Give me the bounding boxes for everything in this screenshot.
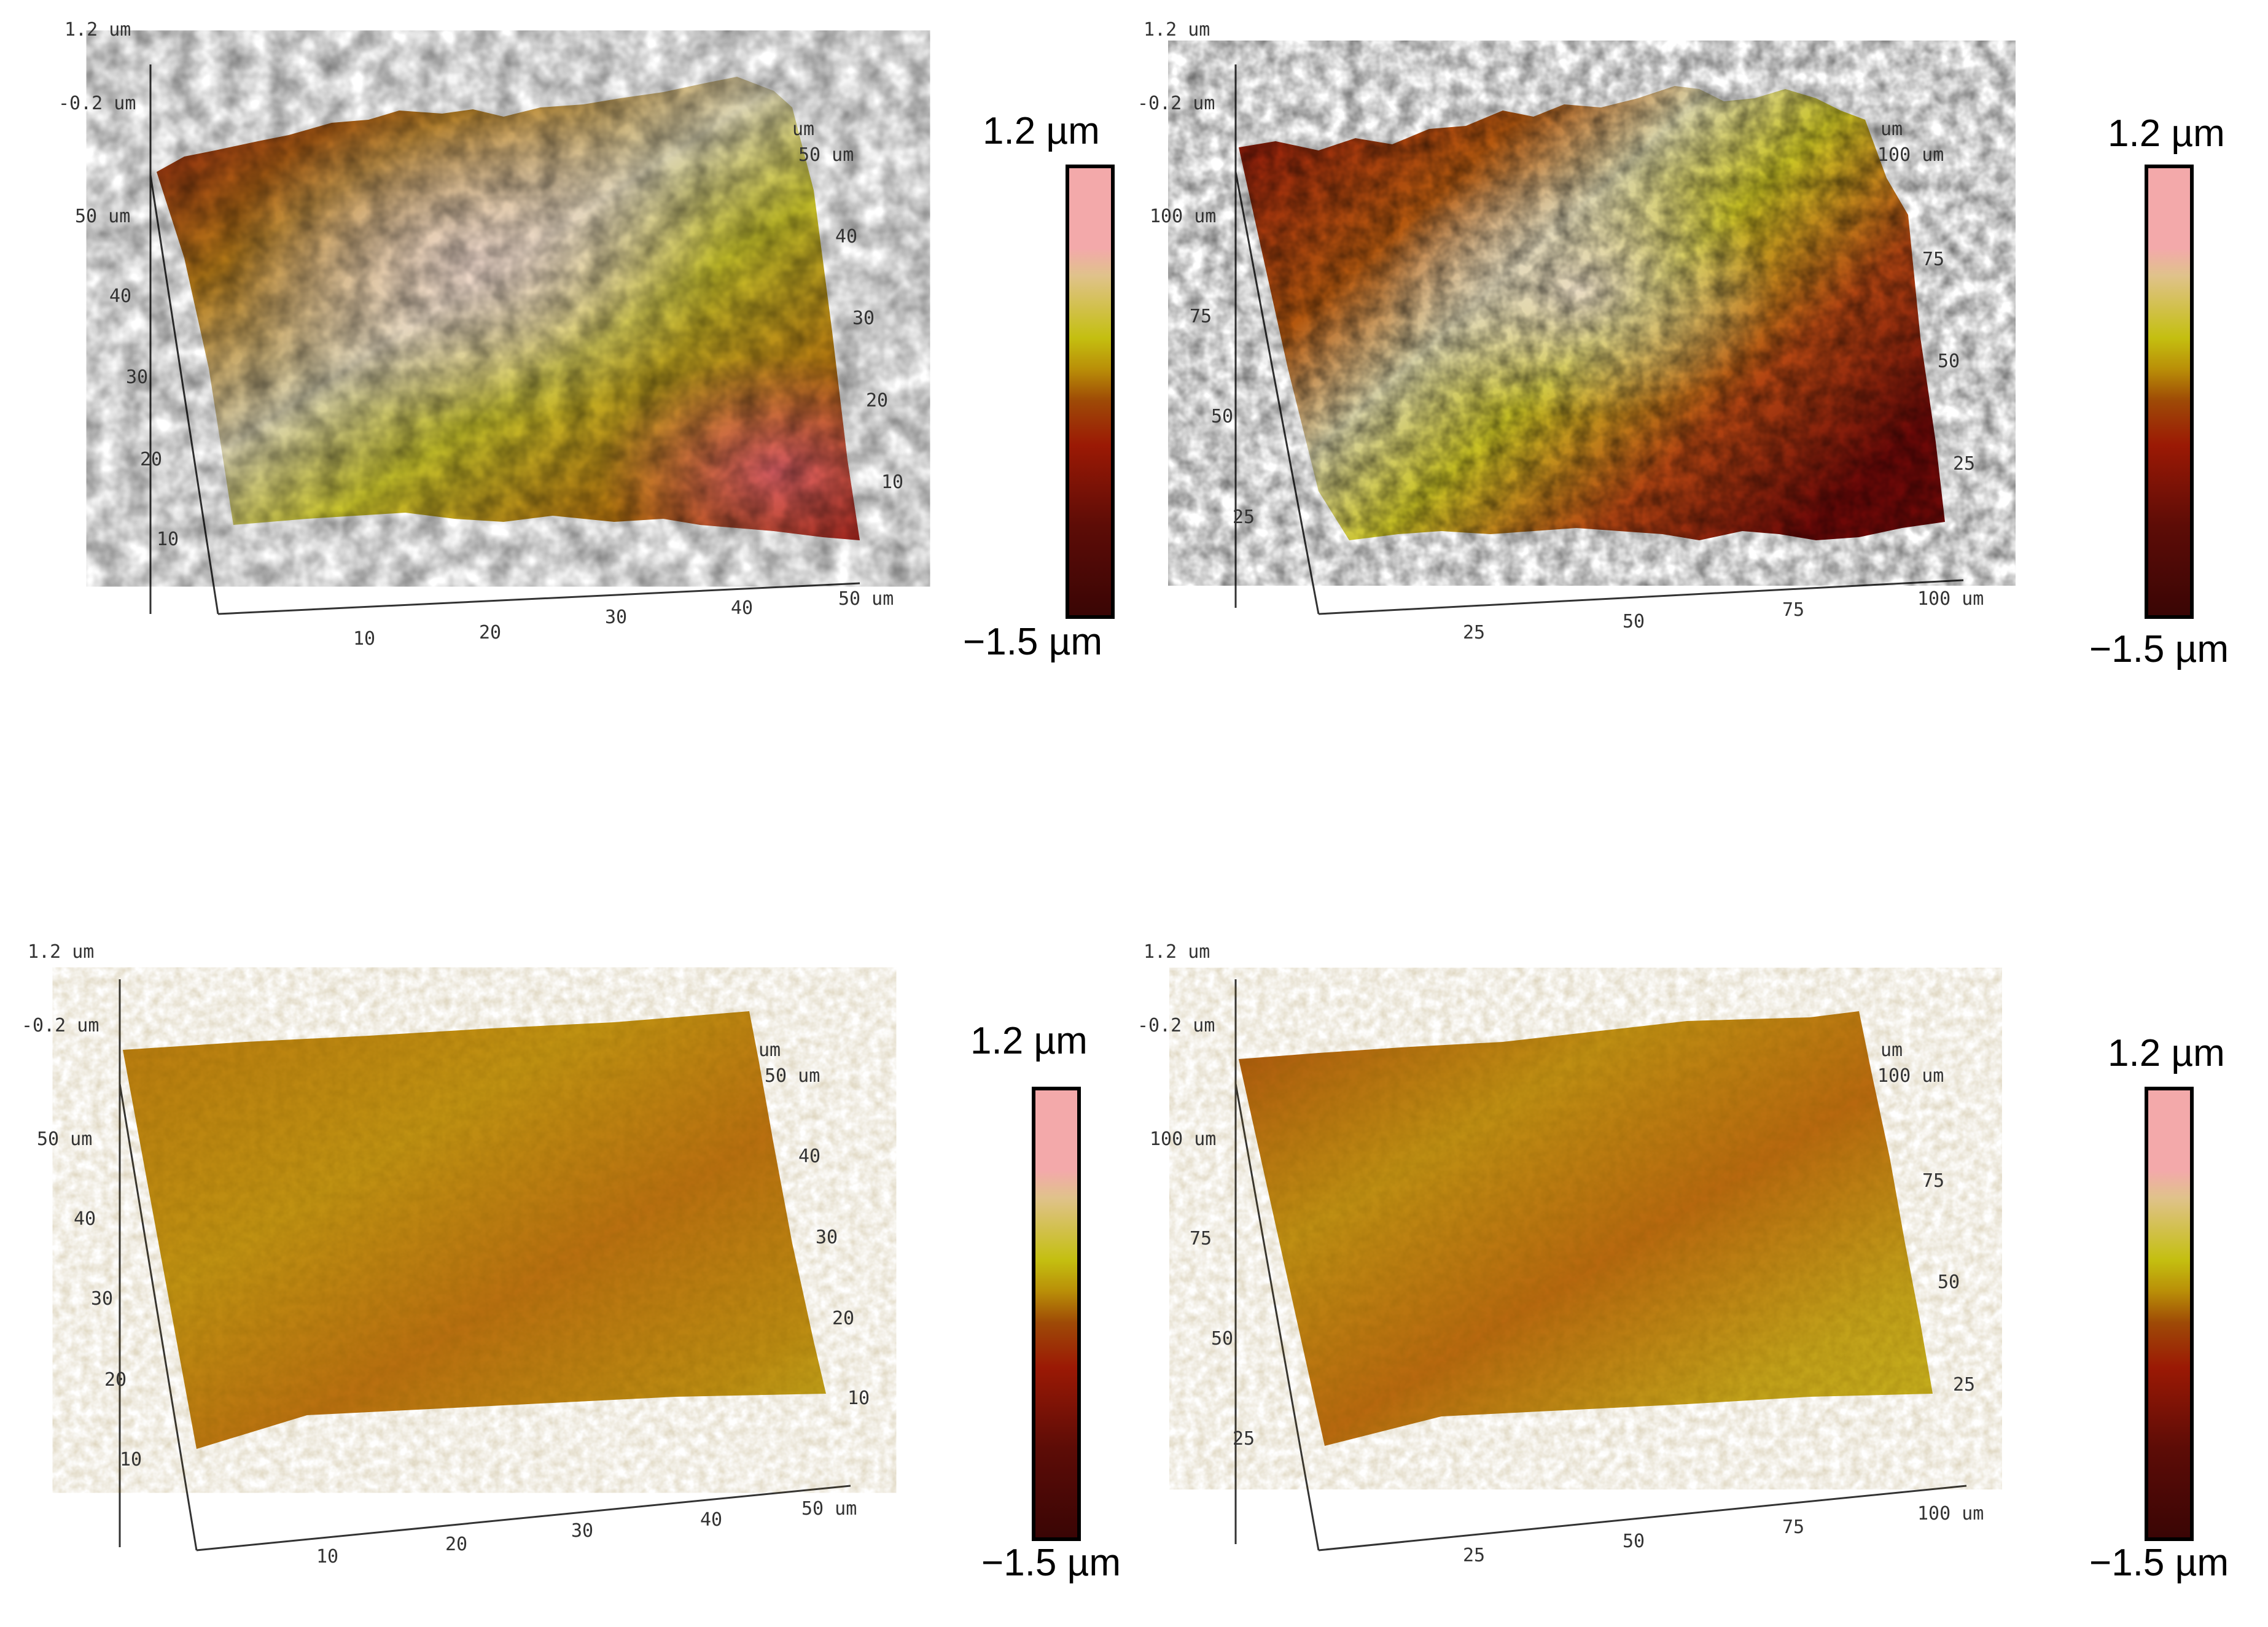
colorbar <box>2145 165 2194 619</box>
x-tick: 30 <box>571 1520 593 1542</box>
colorbar-max-label: 1.2 µm <box>970 1020 1088 1062</box>
right-tick: um <box>792 118 814 140</box>
y-tick: 50 um <box>37 1128 92 1150</box>
z-tick: 1.2 um <box>1144 19 1210 41</box>
x-tick: 20 <box>479 622 501 643</box>
right-tick: um <box>758 1039 781 1061</box>
y-tick: 40 <box>109 285 131 307</box>
z-tick: 1.2 um <box>64 19 131 41</box>
colorbar-min-label: −1.5 µm <box>963 621 1102 663</box>
y-tick: 50 <box>1211 1328 1233 1349</box>
y-tick: 50 <box>1211 406 1233 427</box>
right-tick: 25 <box>1953 453 1975 475</box>
afm-3d-plot: 1.2 um -0.2 um 50 um 40 30 20 10 10 20 3… <box>21 941 870 1567</box>
y-tick: 25 <box>1233 507 1255 528</box>
right-tick: 50 <box>1938 1272 1960 1293</box>
y-tick: 75 <box>1190 1228 1212 1249</box>
colorbar <box>1066 165 1115 619</box>
x-tick: 20 <box>445 1534 467 1555</box>
x-tick: 40 <box>700 1509 722 1531</box>
right-tick: 100 um <box>1877 144 1944 166</box>
right-tick: 50 um <box>765 1065 820 1087</box>
afm-panel-bottom-left: 1.2 um -0.2 um 50 um 40 30 20 10 10 20 3… <box>0 813 1134 1627</box>
x-tick: 50 <box>1623 611 1645 632</box>
z-tick: -0.2 um <box>1137 93 1215 114</box>
x-tick: 50 um <box>801 1498 857 1520</box>
y-tick: 20 <box>104 1369 127 1391</box>
x-tick: 30 <box>605 607 627 628</box>
afm-panel-bottom-right: 1.2 um -0.2 um 100 um 75 50 25 25 50 75 … <box>1134 813 2268 1627</box>
z-tick: -0.2 um <box>21 1015 99 1036</box>
colorbar-min-label: −1.5 µm <box>981 1542 1121 1584</box>
x-tick: 100 um <box>1917 1503 1984 1524</box>
colorbar <box>1032 1087 1081 1541</box>
right-tick: 30 <box>852 308 875 329</box>
right-tick: um <box>1880 118 1903 140</box>
colorbar-min-label: −1.5 µm <box>2089 628 2229 670</box>
colorbar-max-label: 1.2 µm <box>2108 112 2225 155</box>
right-tick: um <box>1880 1039 1903 1061</box>
y-tick: 30 <box>91 1288 113 1310</box>
x-tick: 25 <box>1463 1545 1485 1566</box>
right-tick: 40 <box>835 226 857 247</box>
x-tick: 25 <box>1463 622 1485 643</box>
right-tick: 10 <box>881 472 903 493</box>
afm-3d-plot: 1.2 um -0.2 um 50 um 40 30 20 10 10 20 3… <box>58 19 903 650</box>
y-tick: 10 <box>157 529 179 550</box>
right-tick: 30 <box>816 1227 838 1248</box>
z-tick: -0.2 um <box>58 93 136 114</box>
colorbar-min-label: −1.5 µm <box>2089 1542 2229 1584</box>
right-tick: 20 <box>866 390 888 411</box>
rough-surface-mesh <box>1239 86 1945 540</box>
x-tick: 75 <box>1782 599 1804 621</box>
right-tick: 100 um <box>1877 1065 1944 1087</box>
colorbar-max-label: 1.2 µm <box>983 110 1100 152</box>
colorbar <box>2145 1087 2194 1541</box>
x-tick: 75 <box>1782 1516 1804 1538</box>
afm-3d-plot: 1.2 um -0.2 um 100 um 75 50 25 25 50 75 … <box>1137 941 1984 1566</box>
right-tick: 20 <box>832 1308 854 1329</box>
afm-panel-top-left: 1.2 um -0.2 um 50 um 40 30 20 10 10 20 3… <box>0 0 1134 813</box>
smooth-surface-mesh <box>1239 1011 1933 1446</box>
x-tick: 10 <box>316 1546 338 1567</box>
x-tick: 50 <box>1623 1531 1645 1552</box>
right-tick: 10 <box>848 1388 870 1409</box>
right-tick: 50 um <box>798 144 854 166</box>
z-tick: -0.2 um <box>1137 1015 1215 1036</box>
y-tick: 100 um <box>1150 206 1216 227</box>
x-tick: 40 <box>731 597 753 619</box>
rough-surface-mesh <box>157 77 860 540</box>
right-tick: 75 <box>1922 1170 1944 1192</box>
y-tick: 100 um <box>1150 1128 1216 1150</box>
y-tick: 20 <box>140 449 162 470</box>
x-tick: 100 um <box>1917 588 1984 610</box>
y-tick: 10 <box>120 1449 142 1470</box>
z-tick: 1.2 um <box>1144 941 1210 963</box>
afm-3d-plot: 1.2 um -0.2 um 100 um 75 50 25 25 50 75 … <box>1137 19 1984 643</box>
right-tick: 40 <box>798 1146 820 1167</box>
y-tick: 30 <box>126 367 148 388</box>
y-tick: 50 um <box>75 206 130 227</box>
y-tick: 25 <box>1233 1428 1255 1450</box>
x-tick: 10 <box>353 628 375 650</box>
right-tick: 25 <box>1953 1374 1975 1396</box>
z-tick: 1.2 um <box>28 941 94 963</box>
y-tick: 75 <box>1190 306 1212 327</box>
y-tick: 40 <box>74 1208 96 1230</box>
smooth-surface-mesh <box>123 1011 826 1449</box>
right-tick: 50 <box>1938 351 1960 372</box>
right-tick: 75 <box>1922 249 1944 270</box>
x-tick: 50 um <box>838 588 894 610</box>
afm-panel-top-right: 1.2 um -0.2 um 100 um 75 50 25 25 50 75 … <box>1134 0 2268 813</box>
colorbar-max-label: 1.2 µm <box>2108 1032 2225 1074</box>
